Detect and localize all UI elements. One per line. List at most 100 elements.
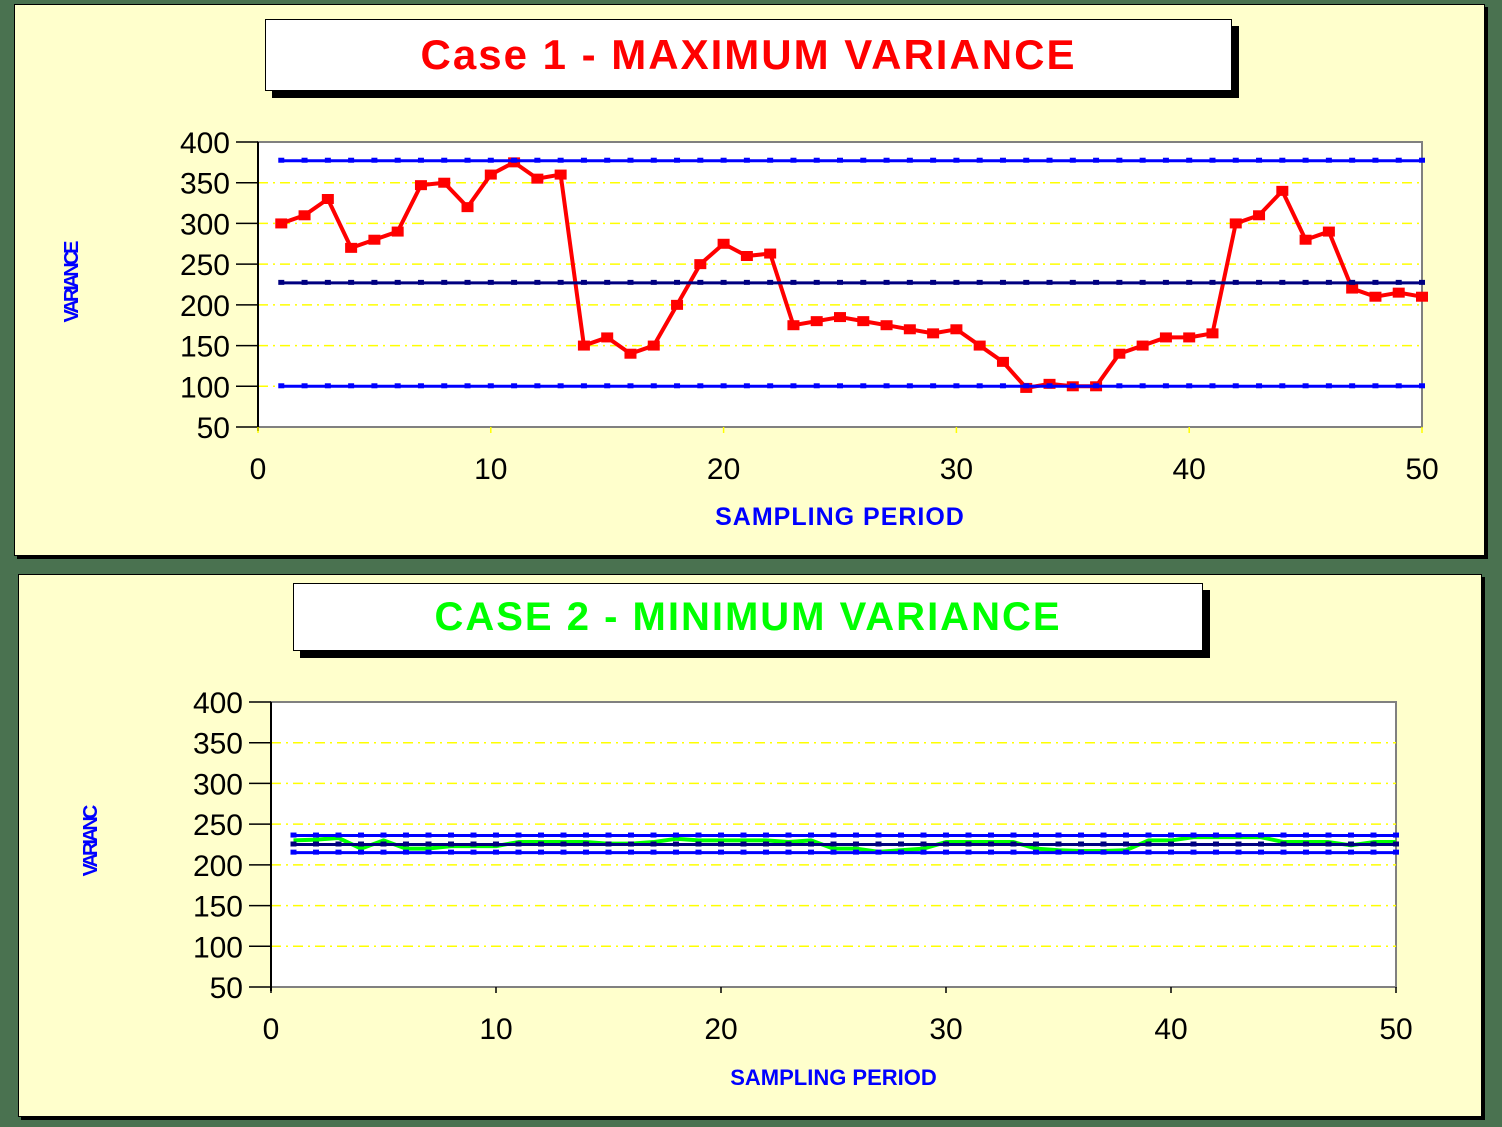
limit-marker [493,849,499,855]
data-point-marker [1392,287,1405,298]
data-point-marker [903,324,916,335]
limit-marker [1168,841,1174,847]
limit-marker [673,832,679,838]
limit-marker [1370,849,1377,855]
x-tick-label: 30 [929,1013,962,1046]
limit-marker [785,849,792,855]
limit-marker [335,832,342,838]
limit-marker [1325,841,1332,847]
limit-marker [763,832,769,838]
limit-marker [673,849,679,855]
limit-marker [1100,849,1107,855]
limit-marker [417,157,424,163]
limit-marker [1100,832,1107,838]
data-point-marker [973,340,986,351]
limit-marker [1348,849,1354,855]
limit-marker [1023,157,1030,163]
limit-marker [906,157,913,163]
data-point-marker [740,251,753,261]
data-point-marker [275,218,288,229]
limit-marker [627,157,634,163]
limit-marker [1023,383,1030,389]
limit-marker [790,157,797,163]
limit-marker [290,832,297,838]
limit-marker [335,841,342,847]
limit-marker [301,383,308,389]
limit-marker [335,849,342,855]
limit-marker [1280,849,1287,855]
limit-marker [790,383,797,389]
limit-marker [1069,157,1076,163]
data-point-marker [927,328,940,339]
variance-series-line [293,835,1396,854]
data-point-marker [764,248,777,259]
x-tick-label: 40 [1173,453,1206,486]
limit-marker [1303,849,1309,855]
limit-marker [1190,832,1197,838]
limit-marker [718,832,724,838]
limit-marker [830,841,837,847]
limit-marker [953,383,960,389]
limit-marker [358,841,364,847]
limit-marker [1258,841,1264,847]
limit-marker [371,279,378,285]
x-axis-title: SAMPLING PERIOD [715,503,965,531]
limit-marker [380,832,387,838]
limit-marker [1349,279,1356,285]
limit-marker [487,279,494,285]
limit-marker [837,279,843,285]
limit-marker [785,832,792,838]
limit-marker [1280,841,1287,847]
limit-marker [785,841,792,847]
limit-marker [953,157,960,163]
limit-marker [464,157,471,163]
limit-marker [697,383,704,389]
limit-marker [1069,383,1076,389]
limit-marker [883,279,890,285]
limit-marker [604,157,611,163]
x-tick-label: 20 [707,453,740,486]
limit-marker [464,383,471,389]
limit-marker [1046,157,1053,163]
limit-marker [580,157,587,163]
limit-marker [583,841,589,847]
limit-marker [1395,279,1402,285]
limit-marker [511,279,518,285]
case2-title-box: CASE 2 - MINIMUM VARIANCE [293,583,1203,651]
limit-marker [1186,279,1193,285]
limit-marker [1145,849,1152,855]
limit-marker [853,841,859,847]
y-tick-label: 350 [193,728,243,761]
limit-marker [930,279,937,285]
limit-marker [674,383,681,389]
limit-marker [1078,849,1084,855]
limit-marker [394,279,401,285]
limit-marker [448,849,454,855]
limit-marker [1116,383,1123,389]
limit-marker [324,157,331,163]
limit-marker [403,832,409,838]
limit-marker [1093,279,1100,285]
limit-marker [1232,383,1239,389]
limit-marker [394,157,401,163]
limit-marker [808,832,814,838]
limit-marker [604,383,611,389]
limit-marker [976,157,983,163]
limit-marker [534,157,541,163]
limit-marker [875,849,882,855]
x-tick-label: 10 [474,453,507,486]
limit-marker [1279,157,1286,163]
limit-marker [1033,849,1039,855]
data-point-marker [601,332,614,343]
data-point-marker [1159,332,1172,343]
y-tick-label: 400 [180,127,230,160]
y-tick-label: 200 [180,290,230,323]
y-tick-label: 400 [193,687,243,720]
limit-marker [534,383,541,389]
limit-marker [740,841,747,847]
limit-marker [470,841,477,847]
limit-marker [743,383,750,389]
limit-marker [988,849,994,855]
y-tick-label: 50 [197,412,230,445]
data-point-marker [1229,218,1242,229]
